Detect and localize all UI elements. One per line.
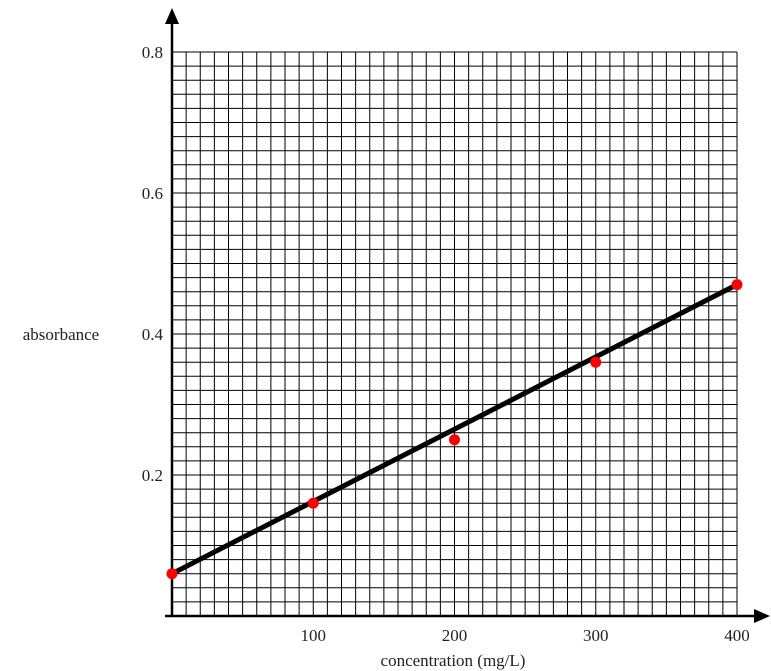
axes: [165, 8, 770, 623]
data-point: [449, 434, 460, 446]
y-axis-title: absorbance: [23, 325, 99, 344]
x-tick-label: 400: [724, 626, 750, 645]
y-axis-arrow: [165, 8, 179, 24]
data-point: [590, 356, 602, 368]
y-tick-label: 0.2: [142, 466, 163, 485]
trendline: [169, 282, 740, 577]
x-tick-label: 200: [442, 626, 468, 645]
x-tick-label: 300: [583, 626, 609, 645]
y-tick-label: 0.4: [142, 325, 164, 344]
x-axis-arrow: [754, 609, 770, 623]
data-points: [166, 279, 743, 580]
trendline-group: [169, 282, 740, 577]
y-tick-label: 0.8: [142, 43, 163, 62]
tick-labels: 100 200 300 400 0.2 0.4 0.6 0.8: [142, 43, 750, 645]
x-tick-label: 100: [301, 626, 327, 645]
data-point: [731, 279, 743, 291]
data-point: [166, 568, 178, 580]
data-point: [307, 497, 319, 509]
x-axis-title: concentration (mg/L): [381, 651, 526, 670]
y-tick-label: 0.6: [142, 184, 163, 203]
grid: [172, 51, 738, 616]
